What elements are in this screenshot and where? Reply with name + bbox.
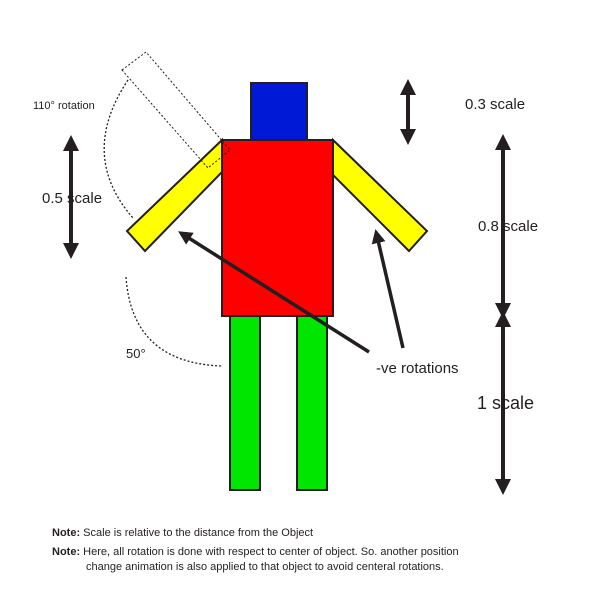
- left-arm: [125, 137, 223, 253]
- note-continuation: change animation is also applied to that…: [86, 561, 444, 573]
- arm-scale-label: 0.5 scale: [42, 190, 102, 207]
- note-text: Here, all rotation is done with respect …: [83, 546, 459, 558]
- note-label: Note:: [52, 527, 81, 539]
- rotated-arm-outline: [121, 51, 231, 169]
- note-rotation: Note: Here, all rotation is done with re…: [52, 545, 582, 575]
- torso: [221, 139, 334, 317]
- note-scale: Note: Scale is relative to the distance …: [52, 526, 582, 541]
- arm-rotation-label: 110° rotation: [33, 100, 95, 112]
- neg-rotation-arrow-left: [178, 231, 370, 354]
- leg-rotation-label: 50°: [126, 346, 146, 361]
- arm-rotation-arc: [103, 79, 134, 219]
- neg-rotations-label: -ve rotations: [376, 360, 459, 377]
- head-scale-label: 0.3 scale: [465, 96, 525, 113]
- right-leg: [296, 313, 328, 491]
- notes-section: Note: Scale is relative to the distance …: [52, 526, 582, 579]
- leg-scale-label: 1 scale: [477, 393, 534, 413]
- note-text: Scale is relative to the distance from t…: [83, 527, 314, 539]
- head: [250, 82, 308, 141]
- neg-rotation-arrow-right: [371, 229, 405, 349]
- note-label: Note:: [52, 546, 81, 558]
- left-leg: [229, 313, 261, 491]
- right-arm: [332, 137, 429, 253]
- torso-scale-label: 0.8 scale: [478, 218, 538, 235]
- leg-rotation-arc: [125, 276, 223, 367]
